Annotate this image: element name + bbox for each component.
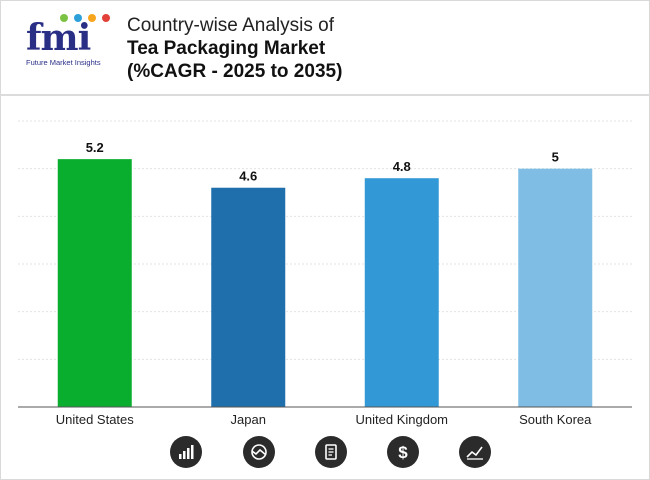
- title-line-2: Tea Packaging Market: [127, 38, 326, 59]
- bar-united-states: [57, 159, 132, 407]
- bar-chart-icon: [170, 436, 202, 468]
- category-label: South Korea: [519, 412, 592, 427]
- dollar-icon: $: [387, 436, 419, 468]
- logo-dots-icon: [60, 14, 110, 22]
- bars: [57, 159, 593, 407]
- logo-tagline: Future Market Insights: [26, 58, 101, 67]
- title-line-3: (%CAGR - 2025 to 2035): [127, 61, 343, 82]
- bar-chart: 5.2 4.6 4.8 5 United States Japan United King…: [18, 120, 632, 427]
- chart-title: Country-wise Analysis of Tea Packaging M…: [127, 14, 342, 83]
- header-divider: [0, 94, 650, 96]
- value-label: 4.6: [239, 169, 257, 184]
- title-line-1: Country-wise Analysis of: [127, 15, 334, 36]
- category-labels: United States Japan United Kingdom South Ko…: [56, 412, 592, 427]
- value-labels: 5.2 4.6 4.8 5: [86, 140, 559, 184]
- category-label: Japan: [231, 412, 266, 427]
- footer-icons: $: [0, 436, 650, 472]
- value-label: 4.8: [393, 159, 411, 174]
- bar-south-korea: [518, 168, 593, 407]
- header: fmi Future Market Insights Country-wise …: [0, 0, 650, 96]
- growth-chart-icon: [243, 436, 275, 468]
- value-label: 5.2: [86, 140, 104, 155]
- category-label: United States: [56, 412, 135, 427]
- logo-mark: fmi: [26, 17, 91, 59]
- category-label: United Kingdom: [356, 412, 449, 427]
- fmi-logo: fmi Future Market Insights: [26, 14, 118, 70]
- line-chart-icon: [459, 436, 491, 468]
- document-icon: [315, 436, 347, 468]
- bar-japan: [211, 187, 286, 407]
- bar-united-kingdom: [364, 178, 439, 407]
- value-label: 5: [552, 150, 559, 165]
- svg-text:$: $: [398, 443, 408, 462]
